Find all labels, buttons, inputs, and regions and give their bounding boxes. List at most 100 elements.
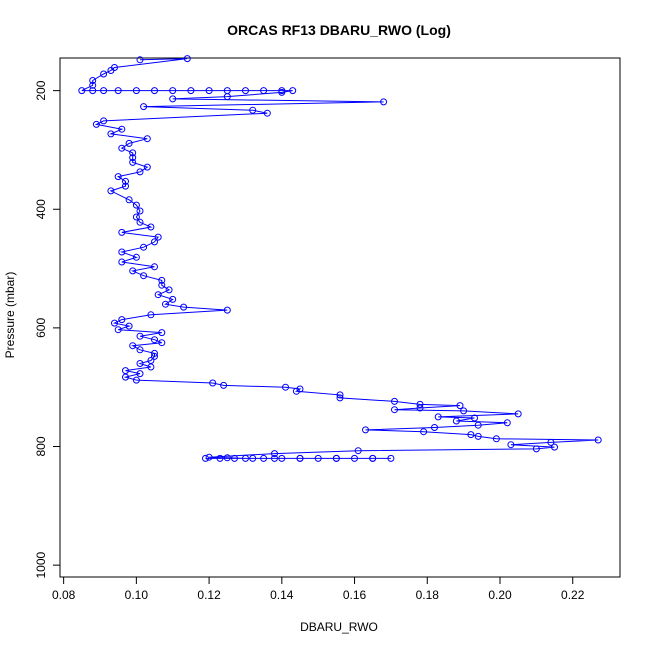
data-point: [474, 432, 482, 440]
data-point: [100, 70, 108, 78]
data-point: [434, 413, 442, 421]
data-point: [132, 201, 140, 209]
data-point: [231, 454, 238, 462]
data-point: [107, 187, 115, 195]
data-point: [460, 407, 468, 415]
data-point: [118, 125, 126, 133]
data-point: [503, 419, 511, 427]
y-axis-label: Pressure (mbar): [3, 272, 17, 359]
x-tick-label: 0.12: [197, 588, 221, 602]
data-point: [271, 454, 278, 462]
data-point: [136, 346, 144, 354]
data-point: [456, 402, 464, 410]
x-tick-label: 0.20: [488, 588, 512, 602]
data-point: [452, 417, 460, 425]
data-point: [249, 106, 257, 114]
data-point: [354, 447, 362, 455]
data-point: [154, 233, 162, 241]
data-point: [154, 291, 162, 299]
data-point: [296, 385, 304, 393]
data-point: [169, 95, 177, 103]
data-point: [140, 272, 148, 280]
data-point: [132, 87, 140, 95]
data-point: [114, 87, 122, 95]
x-tick-label: 0.08: [52, 588, 76, 602]
y-tick-label: 600: [34, 318, 48, 338]
data-point: [474, 421, 482, 429]
data-point: [158, 276, 166, 284]
data-point: [147, 311, 155, 319]
data-point: [132, 253, 140, 261]
data-point: [507, 441, 515, 449]
data-point: [260, 454, 268, 462]
data-point: [205, 87, 213, 95]
data-point: [514, 410, 522, 418]
data-point: [151, 263, 158, 271]
data-point: [118, 144, 126, 152]
data-point: [89, 77, 97, 84]
data-point: [209, 379, 217, 387]
data-point: [100, 117, 108, 125]
data-point: [547, 438, 555, 446]
data-point: [594, 436, 602, 444]
data-point: [271, 450, 278, 458]
data-point: [140, 103, 148, 111]
data-point: [136, 360, 144, 367]
data-point: [282, 383, 289, 391]
plot-area: [78, 55, 602, 462]
data-point: [332, 454, 340, 462]
y-axis: 200 400 600 800 1000: [34, 80, 61, 578]
data-point: [202, 454, 209, 462]
data-point: [125, 196, 133, 204]
data-point: [151, 349, 158, 357]
data-point: [125, 322, 133, 330]
data-point: [136, 56, 144, 64]
data-point: [143, 163, 151, 171]
data-point: [278, 88, 286, 96]
data-point: [296, 454, 304, 462]
data-point: [220, 381, 228, 389]
data-point: [336, 394, 344, 402]
data-point: [260, 87, 268, 95]
data-point: [118, 258, 126, 266]
data-point: [129, 158, 137, 166]
data-point: [111, 319, 118, 327]
data-point: [263, 109, 271, 117]
y-tick-label: 800: [34, 436, 48, 456]
y-tick-label: 200: [34, 80, 48, 100]
data-point: [89, 87, 97, 95]
data-point: [122, 373, 129, 381]
data-point: [431, 424, 438, 431]
data-point: [107, 67, 115, 74]
data-point: [129, 154, 137, 162]
data-point: [471, 414, 478, 422]
data-point: [380, 98, 388, 106]
data-point: [151, 87, 158, 95]
data-point: [314, 454, 322, 462]
data-point: [169, 295, 177, 303]
x-tick-label: 0.14: [270, 588, 294, 602]
data-point: [532, 445, 540, 453]
data-point: [136, 370, 144, 378]
data-point: [100, 87, 108, 95]
data-point: [169, 87, 177, 95]
data-point: [336, 391, 344, 399]
y-tick-label: 1000: [34, 551, 48, 578]
data-point: [242, 454, 249, 462]
data-point: [132, 376, 140, 384]
data-point: [151, 238, 158, 246]
data-point: [362, 426, 369, 434]
data-point: [289, 87, 297, 95]
data-point: [551, 443, 558, 451]
x-tick-label: 0.22: [561, 588, 585, 602]
data-point: [416, 400, 424, 408]
series-points: [78, 55, 602, 462]
data-point: [140, 243, 148, 251]
data-point: [151, 352, 158, 360]
data-point: [165, 286, 173, 294]
data-point: [143, 135, 151, 143]
data-point: [216, 454, 224, 462]
data-point: [223, 454, 231, 462]
data-point: [122, 182, 129, 190]
